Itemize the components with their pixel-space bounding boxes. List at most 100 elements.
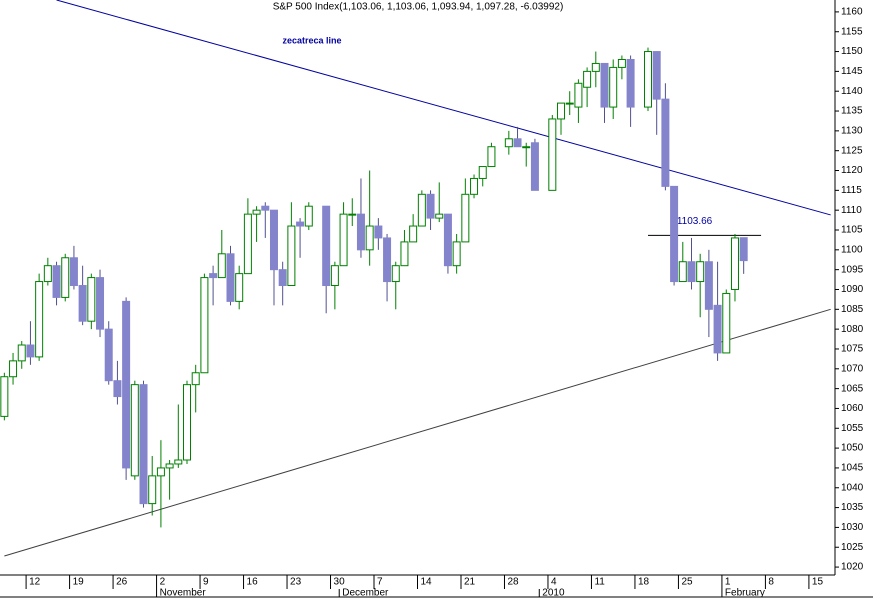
candle-body bbox=[0, 376, 9, 417]
candle-body bbox=[626, 58, 635, 108]
y-tick-label: 1070 bbox=[841, 363, 864, 374]
month-label: February bbox=[725, 588, 765, 598]
y-tick-label: 1080 bbox=[841, 324, 864, 335]
y-tick-label: 1120 bbox=[841, 165, 863, 176]
y-tick-label: 1045 bbox=[841, 463, 864, 474]
y-tick-label: 1160 bbox=[841, 7, 863, 18]
candle-body bbox=[261, 205, 270, 211]
candle-body bbox=[678, 261, 687, 283]
candle-body bbox=[200, 277, 209, 374]
y-tick-label: 1055 bbox=[841, 423, 864, 434]
x-tick-label: 26 bbox=[116, 577, 128, 588]
x-tick-label: 15 bbox=[812, 577, 824, 588]
y-tick-label: 1155 bbox=[841, 26, 863, 37]
x-tick-label: 23 bbox=[290, 577, 302, 588]
candle-body bbox=[504, 138, 513, 148]
candle-body bbox=[139, 384, 148, 505]
candle-body bbox=[35, 281, 44, 358]
x-tick-label: 7 bbox=[377, 577, 383, 588]
candle-body bbox=[461, 193, 470, 243]
candle-body bbox=[443, 213, 452, 267]
candle-body bbox=[643, 51, 652, 108]
candle-body bbox=[52, 265, 61, 298]
y-tick-label: 1125 bbox=[841, 145, 863, 156]
x-tick-label: 8 bbox=[768, 577, 774, 588]
candle-body bbox=[330, 265, 339, 287]
month-label: November bbox=[160, 588, 207, 598]
y-tick-label: 1065 bbox=[841, 383, 864, 394]
candle-body bbox=[113, 380, 122, 398]
candle-body bbox=[87, 277, 96, 322]
candle-body bbox=[278, 269, 287, 287]
y-tick-label: 1150 bbox=[841, 46, 863, 57]
candle-body bbox=[61, 257, 70, 298]
month-label: 2010 bbox=[542, 588, 565, 598]
candle-body bbox=[704, 261, 713, 310]
y-tick-label: 1020 bbox=[841, 562, 864, 573]
candle-body bbox=[43, 265, 52, 283]
x-tick-label: 11 bbox=[594, 577, 605, 588]
candle-body bbox=[652, 51, 661, 100]
y-tick-label: 1075 bbox=[841, 344, 864, 355]
candle-body bbox=[687, 261, 696, 283]
candle-body bbox=[730, 237, 739, 290]
y-tick-label: 1035 bbox=[841, 502, 864, 513]
x-tick-label: 9 bbox=[203, 577, 209, 588]
candle-body bbox=[165, 463, 174, 469]
month-label: December bbox=[342, 588, 389, 598]
candle-body bbox=[409, 225, 418, 243]
candle-body bbox=[400, 241, 409, 267]
x-tick-label: 14 bbox=[421, 577, 433, 588]
candle-body bbox=[296, 221, 305, 227]
y-tick-label: 1130 bbox=[841, 126, 863, 137]
level-label: 1103.66 bbox=[677, 216, 713, 227]
candle-body bbox=[348, 213, 357, 216]
x-tick-label: 1 bbox=[725, 577, 731, 588]
candle-body bbox=[78, 285, 87, 322]
candle-body bbox=[374, 225, 383, 239]
candle-body bbox=[583, 70, 592, 88]
candle-body bbox=[96, 277, 105, 330]
candle-body bbox=[435, 213, 444, 219]
x-tick-label: 30 bbox=[334, 577, 346, 588]
candle-body bbox=[522, 146, 531, 149]
y-tick-label: 1100 bbox=[841, 244, 863, 255]
x-tick-label: 16 bbox=[247, 577, 259, 588]
candle-body bbox=[217, 253, 226, 279]
candle-body bbox=[383, 237, 392, 283]
candle-body bbox=[591, 62, 600, 72]
x-tick-label: 12 bbox=[29, 577, 41, 588]
candle-body bbox=[156, 467, 165, 477]
y-tick-label: 1135 bbox=[841, 106, 863, 117]
y-tick-label: 1060 bbox=[841, 403, 864, 414]
candle-body bbox=[104, 328, 113, 382]
y-tick-label: 1105 bbox=[841, 225, 863, 236]
candle-body bbox=[565, 102, 574, 105]
candle-body bbox=[417, 193, 426, 227]
candle-body bbox=[122, 300, 131, 469]
candle-body bbox=[548, 118, 557, 191]
x-tick-label: 18 bbox=[638, 577, 650, 588]
candle-body bbox=[235, 273, 244, 302]
candle-body bbox=[739, 237, 748, 262]
candle-body bbox=[478, 166, 487, 179]
candle-body bbox=[26, 344, 35, 358]
candle-body bbox=[252, 209, 261, 215]
y-tick-label: 1085 bbox=[841, 304, 864, 315]
candle-body bbox=[696, 261, 705, 283]
x-tick-label: 28 bbox=[507, 577, 519, 588]
trendline-label: zecatreca line bbox=[282, 35, 341, 45]
candle-body bbox=[513, 138, 522, 148]
y-tick-label: 1090 bbox=[841, 284, 864, 295]
trendline bbox=[4, 308, 831, 557]
candle-body bbox=[365, 225, 374, 251]
candle-body bbox=[209, 273, 218, 279]
y-tick-label: 1145 bbox=[841, 66, 863, 77]
candle-body bbox=[452, 241, 461, 267]
x-tick-label: 2 bbox=[160, 577, 166, 588]
candle-body bbox=[69, 257, 78, 287]
candle-body bbox=[17, 344, 26, 362]
y-tick-label: 1095 bbox=[841, 264, 864, 275]
